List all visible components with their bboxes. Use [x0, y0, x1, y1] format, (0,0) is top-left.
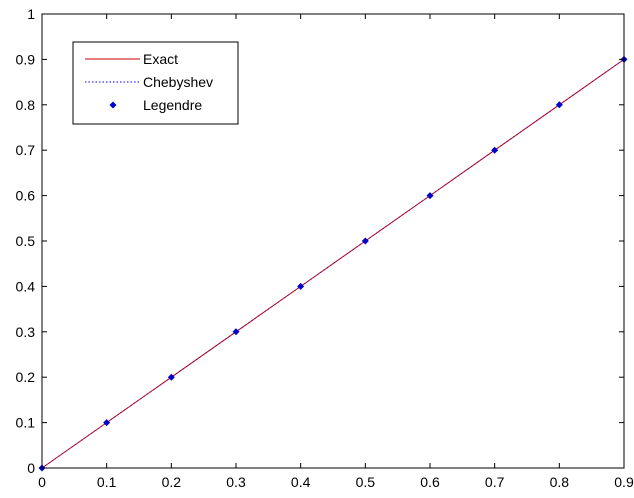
y-tick-label: 1 [27, 6, 35, 22]
y-tick-label: 0.9 [16, 51, 36, 67]
x-tick-label: 0.2 [162, 474, 182, 490]
y-tick-label: 0.3 [16, 324, 36, 340]
y-tick-label: 0.8 [16, 97, 36, 113]
legendre-point [103, 419, 111, 427]
legend-legendre-marker [109, 101, 117, 109]
legendre-point [167, 373, 175, 381]
y-tick-label: 0 [27, 460, 35, 476]
x-tick-label: 0.4 [291, 474, 311, 490]
x-tick-label: 0.8 [550, 474, 570, 490]
plot-frame [41, 13, 625, 469]
legendre-point [361, 237, 369, 245]
series-line-chebyshev [41, 58, 625, 469]
x-tick-labels: 0 0.1 0.2 0.3 0.4 0.5 0.6 0.7 0.8 0.9 [38, 474, 634, 490]
x-tick-label: 0.6 [420, 474, 440, 490]
x-tick-label: 0.5 [356, 474, 376, 490]
legend-chebyshev-label: Chebyshev [143, 74, 213, 90]
series-layer [38, 55, 628, 472]
legendre-point [297, 282, 305, 290]
legend-exact-label: Exact [143, 51, 178, 67]
legendre-point [232, 328, 240, 336]
legend-legendre-label: Legendre [143, 97, 202, 113]
y-tick-label: 0.6 [16, 188, 36, 204]
legend-box [72, 41, 239, 125]
x-tick-label: 0.9 [614, 474, 634, 490]
legendre-point [555, 101, 563, 109]
x-tick-label: 0.3 [226, 474, 246, 490]
y-tick-labels: 0 0.1 0.2 0.3 0.4 0.5 0.6 0.7 0.8 0.9 1 [16, 6, 36, 476]
y-tick-label: 0.2 [16, 369, 36, 385]
x-tick-label: 0 [38, 474, 46, 490]
y-tick-label: 0.7 [16, 142, 36, 158]
y-tick-label: 0.5 [16, 233, 36, 249]
legendre-point [426, 192, 434, 200]
legendre-point [491, 146, 499, 154]
y-tick-label: 0.1 [16, 415, 36, 431]
x-tick-label: 0.1 [97, 474, 117, 490]
legend: Exact Chebyshev Legendre [72, 41, 239, 125]
y-tick-label: 0.4 [16, 278, 36, 294]
x-tick-label: 0.7 [485, 474, 505, 490]
